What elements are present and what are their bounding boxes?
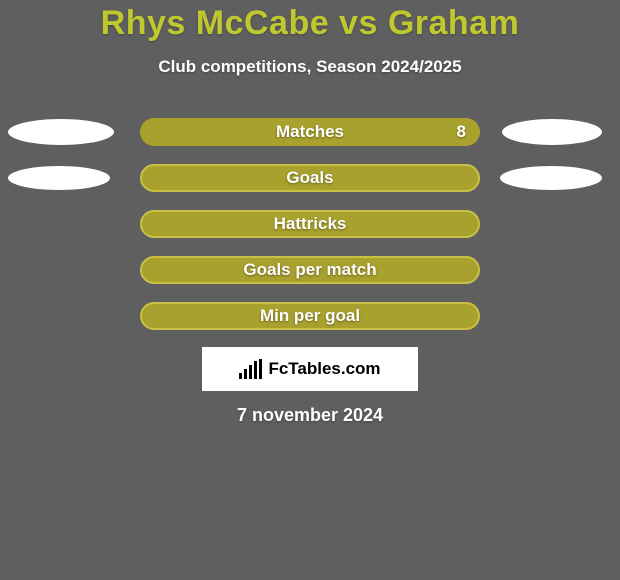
stat-bar: Min per goal [140, 302, 480, 330]
stat-bar-label: Min per goal [260, 306, 360, 326]
left-ellipse [8, 166, 110, 190]
page-subtitle: Club competitions, Season 2024/2025 [0, 57, 620, 77]
stat-bar-label: Matches [276, 122, 344, 142]
comparison-infographic: Rhys McCabe vs Graham Club competitions,… [0, 0, 620, 580]
stat-row: Matches 8 [0, 117, 620, 147]
stat-bar-label: Hattricks [274, 214, 347, 234]
stat-bar: Goals per match [140, 256, 480, 284]
logo-box: FcTables.com [202, 347, 418, 391]
stat-bar: Hattricks [140, 210, 480, 238]
stat-bar-value-right: 8 [457, 122, 466, 142]
stat-bar-label: Goals per match [243, 260, 376, 280]
stat-row: Goals per match [0, 255, 620, 285]
left-ellipse [8, 119, 114, 145]
stat-row: Goals [0, 163, 620, 193]
stat-row: Min per goal [0, 301, 620, 331]
logo-bars-icon [239, 359, 262, 379]
right-ellipse [502, 119, 602, 145]
stat-bar: Goals [140, 164, 480, 192]
stat-bar-label: Goals [286, 168, 333, 188]
stat-row: Hattricks [0, 209, 620, 239]
footer-date: 7 november 2024 [0, 405, 620, 426]
page-title: Rhys McCabe vs Graham [0, 0, 620, 43]
stat-rows: Matches 8 Goals Hattricks Goals per match Min… [0, 117, 620, 331]
stat-bar: Matches 8 [140, 118, 480, 146]
logo-text: FcTables.com [268, 359, 380, 379]
right-ellipse [500, 166, 602, 190]
